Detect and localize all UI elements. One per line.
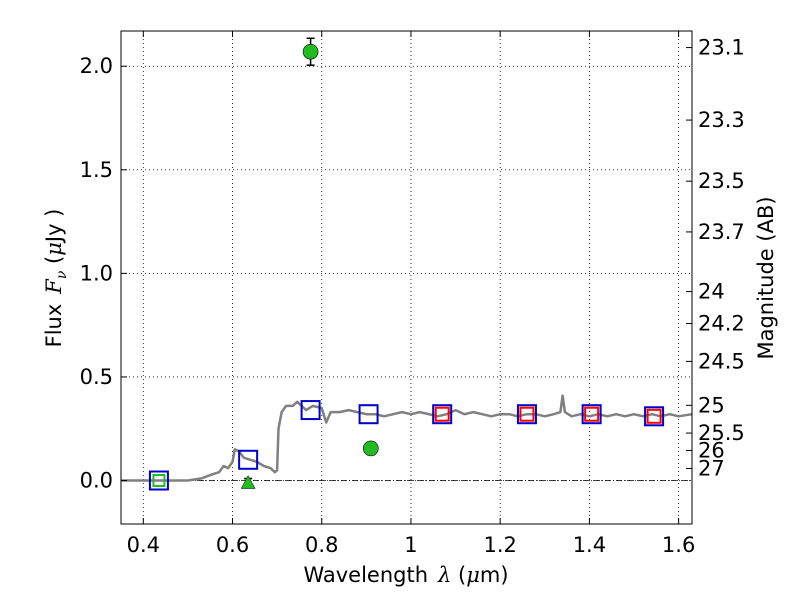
photometry-layer (148, 37, 665, 491)
right-axis-label: Magnitude (AB) (754, 196, 778, 359)
magnitude-tick-label: 23.5 (698, 169, 745, 193)
x-tick-label: 0.4 (127, 533, 160, 557)
red-photometry-square (584, 406, 600, 422)
magnitude-tick-label: 26 (698, 438, 725, 462)
y-tick-label: 0.5 (80, 365, 113, 389)
y-axis-label-F: F (42, 278, 66, 295)
x-axis-label-prefix: Wavelength (303, 563, 428, 587)
x-axis-label-unit-rest: m) (480, 563, 509, 587)
upper-limit-marker (240, 475, 256, 489)
magnitude-tick-label: 23.1 (698, 36, 745, 60)
y-tick-label: 1.0 (80, 261, 113, 285)
magnitude-tick-label: 24.5 (698, 349, 745, 373)
magnitude-tick-label: 27 (698, 456, 725, 480)
red-photometry-square (519, 406, 535, 422)
blue-photometry-square (148, 470, 169, 491)
axis-ticks (121, 31, 692, 524)
x-axis-label-unit-mu: μ (466, 563, 480, 587)
magnitude-tick-label: 24.2 (698, 311, 745, 335)
y-axis-label-unit-rest: Jy ) (42, 209, 66, 245)
blue-photometry-square (516, 404, 537, 425)
detection-point (363, 440, 379, 457)
blue-photometry-square (358, 404, 379, 425)
y-axis-label-unit-mu: μ (42, 242, 66, 256)
magnitude-tick-label: 24 (698, 280, 725, 304)
x-tick-label: 1.4 (573, 533, 606, 557)
x-tick-label: 0.8 (305, 533, 338, 557)
magnitude-tick-label: 25.5 (698, 421, 745, 445)
green-photometry-square (152, 474, 166, 487)
x-axis-label-lambda: λ (437, 563, 451, 587)
x-tick-label: 1.6 (662, 533, 695, 557)
blue-photometry-square (238, 449, 259, 470)
plot-frame (120, 30, 693, 525)
tick-labels: 0.4 0.6 0.8 1 1.2 1.4 1.6 0.0 0.5 1.0 1.5 2.0 23.1 23… (80, 36, 745, 557)
magnitude-tick-label: 23.7 (698, 220, 745, 244)
blue-photometry-square (300, 400, 321, 421)
y-tick-label: 2.0 (80, 54, 113, 78)
magnitude-tick-label: 25 (698, 393, 725, 417)
y-axis-label: Flux Fν (μJy ) (42, 209, 70, 348)
blue-photometry-square (432, 404, 453, 425)
blue-photometry-square (581, 404, 602, 425)
y-axis-label-nu: ν (54, 270, 70, 279)
detection-point (302, 43, 319, 60)
x-axis-label: Wavelength λ (μm) (303, 563, 508, 587)
y-tick-label: 0.0 (80, 469, 113, 493)
red-photometry-square (646, 408, 662, 424)
y-axis-label-prefix: Flux (42, 304, 66, 348)
x-tick-label: 1.2 (483, 533, 516, 557)
red-photometry-square (434, 406, 450, 422)
x-tick-label: 0.6 (216, 533, 249, 557)
blue-photometry-square (644, 406, 665, 427)
y-tick-label: 1.5 (80, 158, 113, 182)
magnitude-tick-label: 23.3 (698, 108, 745, 132)
x-tick-label: 1 (404, 533, 417, 557)
x-axis-label-unit-open: ( (451, 563, 466, 587)
y-axis-label-unit-open: ( (42, 256, 66, 271)
